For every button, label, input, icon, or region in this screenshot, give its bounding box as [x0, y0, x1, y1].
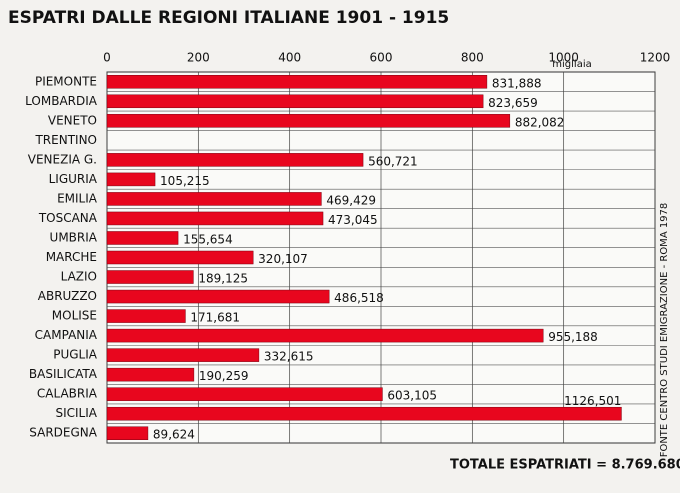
x-tick-label: 600	[370, 51, 393, 65]
bar	[106, 75, 488, 89]
y-tick-label: SICILIA	[55, 406, 97, 420]
y-tick-label: TOSCANA	[38, 211, 98, 225]
value-label: 190,259	[199, 369, 249, 383]
y-tick-label: MOLISE	[52, 309, 97, 323]
bar	[106, 387, 383, 401]
bar	[106, 270, 194, 284]
y-tick-label: SARDEGNA	[29, 426, 97, 440]
y-tick-label: LOMBARDIA	[25, 94, 98, 108]
bar	[106, 172, 156, 187]
y-tick-label: BASILICATA	[29, 367, 98, 381]
chart-title: ESPATRI DALLE REGIONI ITALIANE 1901 - 19…	[8, 8, 449, 28]
bar	[106, 211, 324, 226]
value-label: 603,105	[387, 389, 437, 403]
bar	[106, 426, 149, 440]
x-tick-label: 800	[461, 51, 484, 65]
value-label: 320,107	[258, 252, 308, 266]
bar	[106, 153, 364, 167]
bar	[106, 114, 511, 128]
value-label: 823,659	[488, 96, 538, 110]
bar	[106, 192, 322, 206]
value-label: 560,721	[368, 154, 418, 168]
y-tick-label: LAZIO	[61, 270, 97, 284]
x-tick-label: 0	[103, 51, 111, 65]
bar	[106, 348, 260, 362]
y-tick-label: VENEZIA G.	[28, 152, 97, 166]
bar	[106, 406, 622, 421]
bar	[106, 309, 186, 323]
total-annotation: TOTALE ESPATRIATI = 8.769.680	[450, 458, 680, 473]
value-label: 831,888	[492, 76, 542, 90]
y-tick-label: PUGLIA	[53, 348, 98, 362]
y-tick-label: TRENTINO	[34, 133, 97, 147]
bar	[106, 289, 330, 304]
x-tick-label: 1200	[640, 51, 671, 65]
value-label: 89,624	[153, 428, 195, 442]
bar	[106, 94, 484, 109]
x-tick-label: 400	[278, 51, 301, 65]
y-tick-label: PIEMONTE	[35, 74, 97, 88]
y-tick-label: CALABRIA	[37, 387, 98, 401]
value-label: 332,615	[264, 350, 314, 364]
unit-label: migliaia	[552, 59, 591, 70]
bar	[106, 367, 195, 382]
x-tick-label: 1000	[548, 51, 579, 65]
bar	[106, 231, 179, 245]
bar	[106, 328, 544, 343]
value-label: 171,681	[190, 311, 240, 325]
value-label: 955,188	[548, 330, 598, 344]
source-annotation: FONTE CENTRO STUDI EMIGRAZIONE - ROMA 19…	[659, 203, 670, 458]
value-label: 105,215	[160, 174, 210, 188]
x-tick-label: 200	[187, 51, 210, 65]
y-tick-label: MARCHE	[46, 250, 97, 264]
y-tick-label: EMILIA	[57, 191, 98, 205]
y-tick-label: VENETO	[48, 113, 97, 127]
value-label: 473,045	[328, 213, 378, 227]
y-tick-label: ABRUZZO	[38, 289, 97, 303]
value-label: 882,082	[515, 115, 565, 129]
value-label: 1126,501	[564, 394, 621, 408]
y-tick-label: LIGURIA	[49, 172, 98, 186]
value-label: 189,125	[198, 272, 248, 286]
y-tick-label: UMBRIA	[50, 230, 98, 244]
value-label: 469,429	[326, 193, 376, 207]
bar	[106, 250, 254, 265]
value-label: 155,654	[183, 232, 233, 246]
y-tick-label: CAMPANIA	[35, 328, 98, 342]
value-label: 486,518	[334, 291, 384, 305]
